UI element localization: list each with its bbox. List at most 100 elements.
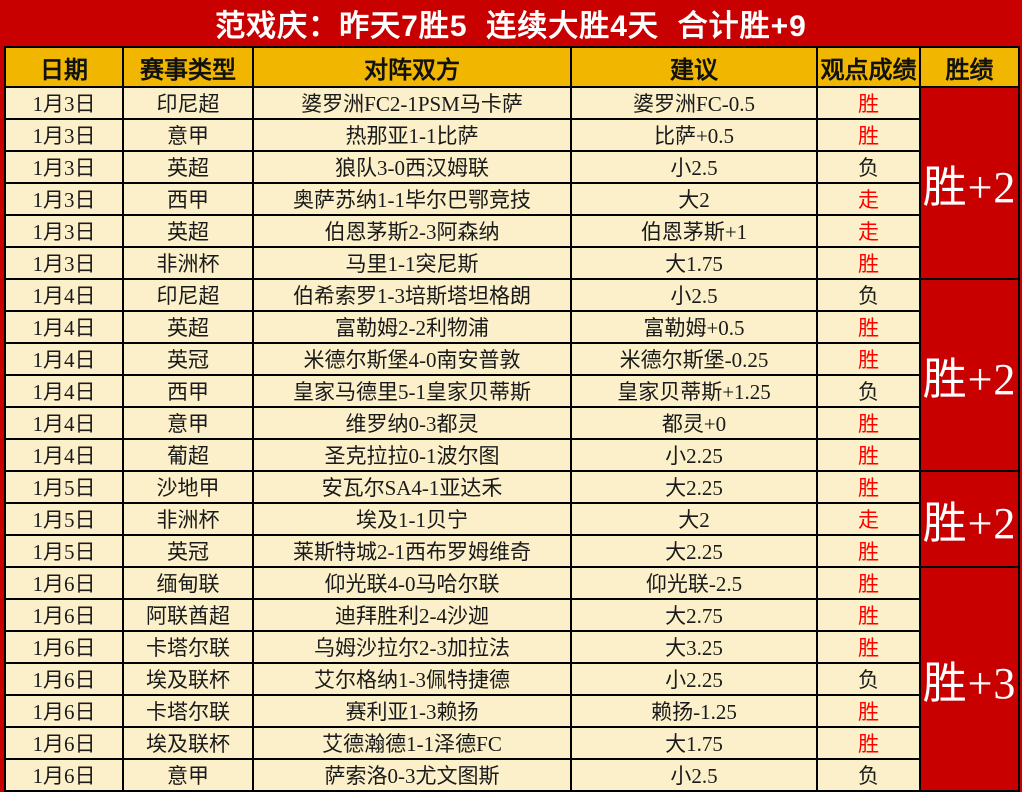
date-cell: 1月3日 bbox=[4, 246, 124, 280]
league-cell: 意甲 bbox=[122, 118, 254, 152]
date-cell: 1月5日 bbox=[4, 502, 124, 536]
league-cell: 意甲 bbox=[122, 406, 254, 440]
league-cell: 沙地甲 bbox=[122, 470, 254, 504]
date-cell: 1月4日 bbox=[4, 342, 124, 376]
match-cell: 乌姆沙拉尔2-3加拉法 bbox=[252, 630, 572, 664]
match-cell: 埃及1-1贝宁 bbox=[252, 502, 572, 536]
match-cell: 圣克拉拉0-1波尔图 bbox=[252, 438, 572, 472]
match-cell: 热那亚1-1比萨 bbox=[252, 118, 572, 152]
match-cell: 迪拜胜利2-4沙迦 bbox=[252, 598, 572, 632]
date-cell: 1月3日 bbox=[4, 118, 124, 152]
tip-cell: 大2 bbox=[570, 182, 818, 216]
table-row: 1月3日 英超 伯恩茅斯2-3阿森纳 伯恩茅斯+1 走 bbox=[4, 214, 1019, 248]
match-cell: 艾德瀚德1-1泽德FC bbox=[252, 726, 572, 760]
tip-cell: 比萨+0.5 bbox=[570, 118, 818, 152]
match-cell: 婆罗洲FC2-1PSM马卡萨 bbox=[252, 86, 572, 120]
table-row: 1月3日 西甲 奥萨苏纳1-1毕尔巴鄂竞技 大2 走 bbox=[4, 182, 1019, 216]
result-cell: 胜 bbox=[816, 342, 921, 376]
date-cell: 1月4日 bbox=[4, 406, 124, 440]
league-cell: 意甲 bbox=[122, 758, 254, 792]
league-cell: 英冠 bbox=[122, 342, 254, 376]
result-cell: 胜 bbox=[816, 310, 921, 344]
table-row: 1月5日 非洲杯 埃及1-1贝宁 大2 走 bbox=[4, 502, 1019, 536]
table-row: 1月6日 埃及联杯 艾尔格纳1-3佩特捷德 小2.25 负 bbox=[4, 662, 1019, 696]
tip-cell: 大1.75 bbox=[570, 246, 818, 280]
tip-cell: 赖扬-1.25 bbox=[570, 694, 818, 728]
league-cell: 卡塔尔联 bbox=[122, 694, 254, 728]
table-row: 1月4日 西甲 皇家马德里5-1皇家贝蒂斯 皇家贝蒂斯+1.25 负 bbox=[4, 374, 1019, 408]
date-cell: 1月5日 bbox=[4, 534, 124, 568]
table-row: 1月6日 卡塔尔联 乌姆沙拉尔2-3加拉法 大3.25 胜 bbox=[4, 630, 1019, 664]
result-cell: 胜 bbox=[816, 406, 921, 440]
match-cell: 伯希索罗1-3培斯塔坦格朗 bbox=[252, 278, 572, 312]
league-cell: 非洲杯 bbox=[122, 246, 254, 280]
table-row: 1月4日 葡超 圣克拉拉0-1波尔图 小2.25 胜 bbox=[4, 438, 1019, 472]
table-row: 1月4日 意甲 维罗纳0-3都灵 都灵+0 胜 bbox=[4, 406, 1019, 440]
table-row: 1月5日 沙地甲 安瓦尔SA4-1亚达禾 大2.25 胜胜+2 bbox=[4, 470, 1020, 568]
header-date: 日期 bbox=[4, 46, 124, 88]
league-cell: 埃及联杯 bbox=[122, 726, 254, 760]
date-cell: 1月5日 bbox=[4, 470, 124, 504]
result-cell: 走 bbox=[816, 214, 921, 248]
date-cell: 1月4日 bbox=[4, 310, 124, 344]
tip-cell: 小2.5 bbox=[570, 278, 818, 312]
match-cell: 皇家马德里5-1皇家贝蒂斯 bbox=[252, 374, 572, 408]
league-cell: 葡超 bbox=[122, 438, 254, 472]
record-cell: 胜+2 bbox=[919, 470, 1020, 568]
match-cell: 富勒姆2-2利物浦 bbox=[252, 310, 572, 344]
date-cell: 1月4日 bbox=[4, 374, 124, 408]
header-league: 赛事类型 bbox=[122, 46, 254, 88]
date-cell: 1月3日 bbox=[4, 150, 124, 184]
table-row: 1月3日 意甲 热那亚1-1比萨 比萨+0.5 胜 bbox=[4, 118, 1019, 152]
table-row: 1月4日 英冠 米德尔斯堡4-0南安普敦 米德尔斯堡-0.25 胜 bbox=[4, 342, 1019, 376]
match-cell: 奥萨苏纳1-1毕尔巴鄂竞技 bbox=[252, 182, 572, 216]
record-cell: 胜+2 bbox=[919, 278, 1020, 472]
tip-cell: 都灵+0 bbox=[570, 406, 818, 440]
result-cell: 胜 bbox=[816, 118, 921, 152]
result-cell: 胜 bbox=[816, 438, 921, 472]
league-cell: 印尼超 bbox=[122, 278, 254, 312]
result-cell: 负 bbox=[816, 662, 921, 696]
table-row: 1月3日 印尼超 婆罗洲FC2-1PSM马卡萨 婆罗洲FC-0.5 胜胜+2 bbox=[4, 86, 1020, 280]
table-row: 1月3日 非洲杯 马里1-1突尼斯 大1.75 胜 bbox=[4, 246, 1019, 280]
match-cell: 安瓦尔SA4-1亚达禾 bbox=[252, 470, 572, 504]
match-cell: 艾尔格纳1-3佩特捷德 bbox=[252, 662, 572, 696]
tip-cell: 小2.25 bbox=[570, 662, 818, 696]
result-cell: 负 bbox=[816, 374, 921, 408]
page-title: 范戏庆：昨天7胜5 连续大胜4天 合计胜+9 bbox=[215, 10, 807, 43]
league-cell: 印尼超 bbox=[122, 86, 254, 120]
table-row: 1月6日 缅甸联 仰光联4-0马哈尔联 仰光联-2.5 胜胜+3 bbox=[4, 566, 1020, 792]
results-table: 日期 赛事类型 对阵双方 建议 观点成绩 胜绩 1月3日 印尼超 婆罗洲FC2-1P… bbox=[4, 46, 1020, 792]
league-cell: 英超 bbox=[122, 214, 254, 248]
record-cell: 胜+2 bbox=[919, 86, 1020, 280]
table-row: 1月5日 英冠 莱斯特城2-1西布罗姆维奇 大2.25 胜 bbox=[4, 534, 1019, 568]
tip-cell: 伯恩茅斯+1 bbox=[570, 214, 818, 248]
tip-cell: 小2.5 bbox=[570, 150, 818, 184]
results-table-body: 1月3日 印尼超 婆罗洲FC2-1PSM马卡萨 婆罗洲FC-0.5 胜胜+2 1月3日 意甲… bbox=[4, 86, 1020, 792]
page: { "title": "范戏庆：昨天7胜5 连续大胜4天 合计胜+9", "co… bbox=[4, 10, 1020, 792]
tip-cell: 小2.25 bbox=[570, 438, 818, 472]
match-cell: 萨索洛0-3尤文图斯 bbox=[252, 758, 572, 792]
header-record: 胜绩 bbox=[919, 46, 1020, 88]
result-cell: 胜 bbox=[816, 86, 921, 120]
result-cell: 负 bbox=[816, 150, 921, 184]
match-cell: 赛利亚1-3赖扬 bbox=[252, 694, 572, 728]
record-cell: 胜+3 bbox=[919, 566, 1020, 792]
result-cell: 胜 bbox=[816, 694, 921, 728]
result-cell: 胜 bbox=[816, 726, 921, 760]
result-cell: 胜 bbox=[816, 534, 921, 568]
tip-cell: 大3.25 bbox=[570, 630, 818, 664]
date-cell: 1月6日 bbox=[4, 758, 124, 792]
date-cell: 1月6日 bbox=[4, 630, 124, 664]
league-cell: 缅甸联 bbox=[122, 566, 254, 600]
tip-cell: 富勒姆+0.5 bbox=[570, 310, 818, 344]
match-cell: 伯恩茅斯2-3阿森纳 bbox=[252, 214, 572, 248]
match-cell: 米德尔斯堡4-0南安普敦 bbox=[252, 342, 572, 376]
header-match: 对阵双方 bbox=[252, 46, 572, 88]
league-cell: 卡塔尔联 bbox=[122, 630, 254, 664]
result-cell: 走 bbox=[816, 182, 921, 216]
table-row: 1月6日 意甲 萨索洛0-3尤文图斯 小2.5 负 bbox=[4, 758, 1019, 792]
date-cell: 1月4日 bbox=[4, 278, 124, 312]
match-cell: 仰光联4-0马哈尔联 bbox=[252, 566, 572, 600]
league-cell: 英超 bbox=[122, 150, 254, 184]
